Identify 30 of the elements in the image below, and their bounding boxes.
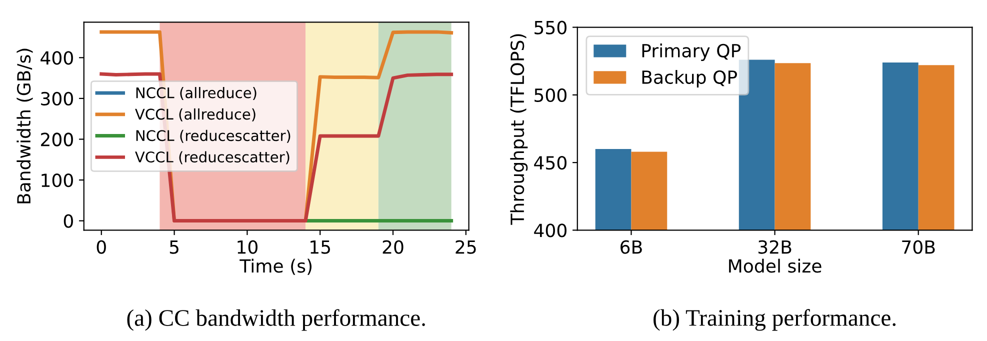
y-tick-label: 300 <box>41 92 73 106</box>
legend-label: NCCL (reducescatter) <box>136 130 290 143</box>
legend-label: NCCL (allreduce) <box>136 87 256 100</box>
y-tick-label: 450 <box>534 156 566 170</box>
x-tick-label: 32B <box>758 240 792 254</box>
legend-label: Backup QP <box>642 70 737 88</box>
x-tick-label: 20 <box>382 240 404 254</box>
x-tick-label: 70B <box>902 240 935 254</box>
x-axis-title: Model size <box>729 258 822 273</box>
legend-label: VCCL (allreduce) <box>135 108 256 122</box>
y-tick-label: 200 <box>41 132 73 146</box>
y-tick-label: 500 <box>534 88 566 102</box>
y-tick-label: 0 <box>64 214 73 228</box>
text: (a) CC bandwidth performance. <box>127 309 425 331</box>
x-tick-label: 25 <box>456 240 476 254</box>
y-axis-title: Bandwidth (GB/s) <box>16 48 33 204</box>
y-tick-label: 100 <box>42 173 73 188</box>
x-tick-label: 10 <box>238 240 258 254</box>
y-tick-label: 550 <box>534 20 566 34</box>
y-tick-label: 400 <box>40 51 73 65</box>
y-axis-title: Throughput (TFLOPS) <box>510 34 528 225</box>
x-tick-label: 6B <box>620 240 642 254</box>
legend-label: VCCL (reducescatter) <box>135 151 290 164</box>
x-tick-label: 5 <box>170 240 178 254</box>
x-tick-label: 0 <box>96 240 106 254</box>
text: (b) Training performance. <box>654 309 896 331</box>
x-tick-label: 15 <box>310 240 330 254</box>
y-tick-label: 400 <box>534 224 566 238</box>
legend-label: Primary QP <box>642 44 741 62</box>
x-axis-title: Time (s) <box>240 258 312 275</box>
